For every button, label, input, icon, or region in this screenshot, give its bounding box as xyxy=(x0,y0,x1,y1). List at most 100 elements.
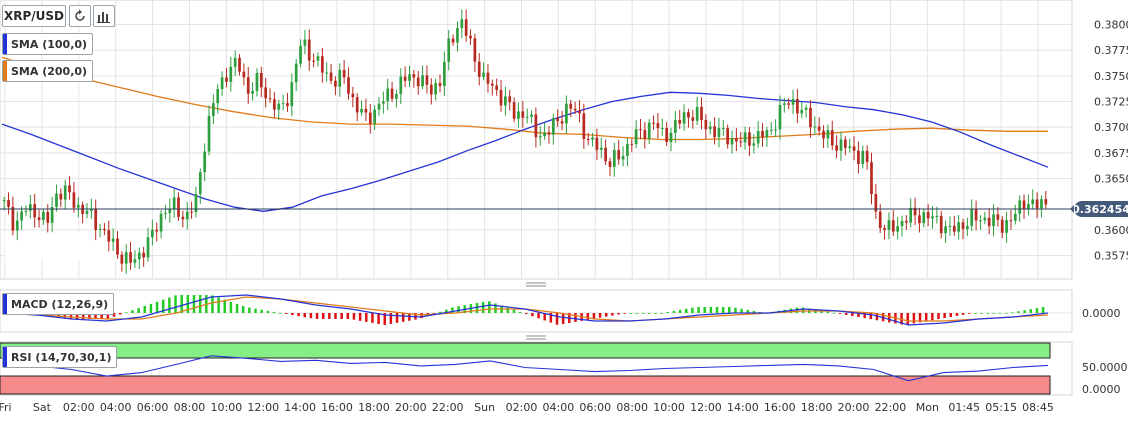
candle-body xyxy=(1018,200,1022,214)
macd-hist-bar xyxy=(900,313,903,325)
macd-hist-bar xyxy=(734,307,737,313)
macd-hist-bar xyxy=(918,313,922,323)
candle-body xyxy=(543,132,546,137)
time-tick-label: 16:00 xyxy=(321,401,353,414)
candle-body xyxy=(573,108,577,111)
sma100-swatch xyxy=(3,34,7,54)
candle-body xyxy=(50,207,54,223)
time-tick-label: 08:00 xyxy=(174,401,206,414)
candle-body xyxy=(743,132,747,143)
candle-body xyxy=(556,118,560,122)
legend-rsi[interactable]: RSI (14,70,30,1) xyxy=(2,346,118,368)
macd-hist-bar xyxy=(291,313,294,316)
candle-body xyxy=(512,102,516,119)
candle-body xyxy=(255,72,259,91)
macd-hist-bar xyxy=(149,303,153,313)
symbol-button[interactable]: XRP/USD xyxy=(2,5,66,27)
candle-body xyxy=(312,60,315,62)
candle-body xyxy=(246,77,250,94)
candle-body xyxy=(229,66,233,82)
candle-body xyxy=(974,209,978,221)
candle-body xyxy=(896,226,899,232)
candle-body xyxy=(612,150,616,167)
bar-chart-icon xyxy=(97,12,110,23)
bar-type-button[interactable] xyxy=(93,5,115,27)
candle-body xyxy=(307,39,311,61)
macd-hist-bar xyxy=(395,313,399,323)
pane-splitter-handle[interactable] xyxy=(526,335,546,340)
macd-hist-bar xyxy=(377,313,380,324)
candle-body xyxy=(796,99,799,114)
candle-body xyxy=(416,77,420,87)
candle-body xyxy=(33,204,37,218)
candle-body xyxy=(251,90,254,94)
pane-splitter-handle[interactable] xyxy=(526,282,546,287)
last-price-badge: 0.362454 xyxy=(1070,201,1128,217)
macd-label: MACD (12,26,9) xyxy=(11,297,109,311)
candle-body xyxy=(76,204,80,208)
legend-sma100[interactable]: SMA (100,0) xyxy=(2,33,94,55)
macd-hist-bar xyxy=(297,313,300,317)
candle-body xyxy=(643,130,647,139)
price-tick-label: 0.3775 xyxy=(1094,44,1128,57)
macd-hist-bar xyxy=(112,313,116,317)
candle-body xyxy=(721,128,725,130)
candle-body xyxy=(434,83,438,95)
candle-body xyxy=(900,220,904,227)
candle-body xyxy=(390,88,394,99)
macd-hist-bar xyxy=(241,306,245,313)
refresh-button[interactable] xyxy=(69,5,91,27)
time-tick-label: 12:00 xyxy=(247,401,279,414)
candle-body xyxy=(2,200,6,202)
candle-body xyxy=(386,88,390,102)
macd-hist-bar xyxy=(278,312,282,314)
macd-hist-bar xyxy=(801,307,805,313)
candle-body xyxy=(922,212,926,224)
candle-body xyxy=(582,113,586,139)
candle-body xyxy=(1000,219,1004,233)
macd-hist-bar xyxy=(709,307,713,313)
legend-sma200[interactable]: SMA (200,0) xyxy=(2,60,94,82)
time-tick-label: 10:00 xyxy=(653,401,685,414)
candle-body xyxy=(691,117,695,121)
candle-body xyxy=(155,229,159,232)
candle-body xyxy=(116,238,119,255)
macd-hist-bar xyxy=(235,303,239,313)
macd-hist-bar xyxy=(383,313,386,325)
candle-body xyxy=(966,225,969,229)
sma200-swatch xyxy=(3,61,7,81)
candle-body xyxy=(891,220,895,232)
macd-hist-bar xyxy=(1029,309,1033,313)
macd-hist-bar xyxy=(248,307,251,313)
legend-macd[interactable]: MACD (12,26,9) xyxy=(2,293,115,315)
macd-hist-bar xyxy=(254,308,257,313)
candle-body xyxy=(447,38,451,62)
candle-body xyxy=(752,143,756,146)
candle-body xyxy=(212,103,215,116)
macd-hist-bar xyxy=(949,313,953,317)
candle-body xyxy=(604,147,607,162)
candle-body xyxy=(791,99,795,105)
candle-body xyxy=(979,220,982,222)
candle-body xyxy=(329,72,333,81)
time-tick-label: 04:00 xyxy=(543,401,575,414)
rsi-oversold-zone xyxy=(0,375,1051,395)
macd-hist-bar xyxy=(1011,312,1014,314)
candle-body xyxy=(142,252,145,258)
candle-body xyxy=(765,130,769,138)
macd-hist-bar xyxy=(623,313,626,314)
candle-body xyxy=(185,211,189,220)
macd-series-line xyxy=(1,294,1049,326)
candle-body xyxy=(120,254,124,264)
candle-body xyxy=(852,146,856,151)
candle-body xyxy=(913,207,917,216)
candle-body xyxy=(939,215,943,234)
macd-hist-bar xyxy=(457,306,460,313)
symbol-label: XRP/USD xyxy=(3,9,65,23)
candle-body xyxy=(28,204,32,211)
candle-body xyxy=(207,115,211,152)
macd-hist-bar xyxy=(728,307,731,313)
candle-body xyxy=(395,94,398,99)
candle-body xyxy=(408,74,411,81)
